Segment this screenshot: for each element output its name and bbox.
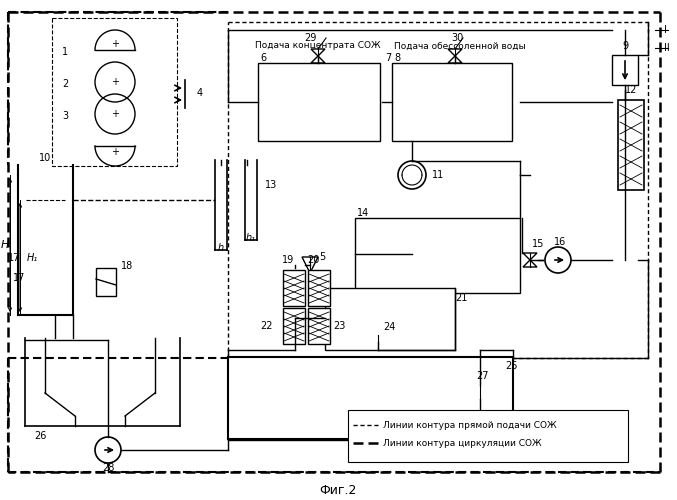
Text: Подача обессоленной воды: Подача обессоленной воды bbox=[394, 42, 526, 50]
Text: 28: 28 bbox=[102, 463, 114, 473]
Text: 1: 1 bbox=[62, 47, 68, 57]
Text: 13: 13 bbox=[265, 180, 278, 190]
Bar bbox=[348, 410, 628, 462]
Text: 8: 8 bbox=[394, 53, 400, 63]
Bar bbox=[308, 270, 330, 306]
Text: 4: 4 bbox=[197, 88, 203, 98]
Bar bbox=[258, 63, 380, 141]
Text: 12: 12 bbox=[625, 85, 637, 95]
Bar bbox=[612, 55, 638, 85]
Text: 18: 18 bbox=[121, 261, 133, 271]
Bar bbox=[283, 270, 305, 306]
Text: I: I bbox=[664, 25, 667, 35]
Text: 2: 2 bbox=[62, 79, 68, 89]
Text: H: H bbox=[1, 240, 9, 250]
Text: 5: 5 bbox=[319, 252, 325, 262]
Text: 25: 25 bbox=[505, 361, 517, 371]
Text: 3: 3 bbox=[62, 111, 68, 121]
Bar bbox=[283, 308, 305, 344]
Text: h₁: h₁ bbox=[246, 233, 256, 243]
Bar bbox=[325, 288, 455, 350]
Text: 10: 10 bbox=[39, 153, 51, 163]
Text: 15: 15 bbox=[532, 239, 544, 249]
Text: 29: 29 bbox=[304, 33, 316, 43]
Bar bbox=[355, 218, 520, 293]
Text: 30: 30 bbox=[451, 33, 463, 43]
Bar bbox=[392, 63, 512, 141]
Bar bbox=[308, 308, 330, 344]
Text: +: + bbox=[111, 39, 119, 49]
Bar bbox=[228, 357, 513, 439]
Text: 20: 20 bbox=[307, 255, 319, 265]
Bar bbox=[618, 100, 644, 190]
Text: +: + bbox=[111, 109, 119, 119]
Text: 17: 17 bbox=[8, 253, 20, 263]
Text: 22: 22 bbox=[261, 321, 273, 331]
Text: 26: 26 bbox=[34, 431, 46, 441]
Text: 17: 17 bbox=[13, 273, 25, 283]
Text: 24: 24 bbox=[383, 322, 395, 332]
Text: Фиг.2: Фиг.2 bbox=[320, 484, 357, 496]
Text: 27: 27 bbox=[476, 371, 489, 381]
Text: +: + bbox=[111, 77, 119, 87]
Text: 21: 21 bbox=[455, 293, 467, 303]
Text: h: h bbox=[218, 243, 224, 253]
Text: H₁: H₁ bbox=[27, 253, 38, 263]
Bar bbox=[96, 268, 116, 296]
Text: 23: 23 bbox=[333, 321, 345, 331]
Text: 9: 9 bbox=[622, 41, 628, 51]
Text: 14: 14 bbox=[357, 208, 369, 218]
Text: Линии контура циркуляции СОЖ: Линии контура циркуляции СОЖ bbox=[383, 438, 542, 448]
Text: 11: 11 bbox=[432, 170, 444, 180]
Text: II: II bbox=[664, 43, 670, 53]
Text: 7: 7 bbox=[385, 53, 391, 63]
Text: +: + bbox=[111, 147, 119, 157]
Text: 6: 6 bbox=[260, 53, 266, 63]
Text: Линии контура прямой подачи СОЖ: Линии контура прямой подачи СОЖ bbox=[383, 420, 556, 430]
Text: Подача концентрата СОЖ: Подача концентрата СОЖ bbox=[255, 42, 380, 50]
Text: 16: 16 bbox=[554, 237, 566, 247]
Text: 19: 19 bbox=[282, 255, 294, 265]
